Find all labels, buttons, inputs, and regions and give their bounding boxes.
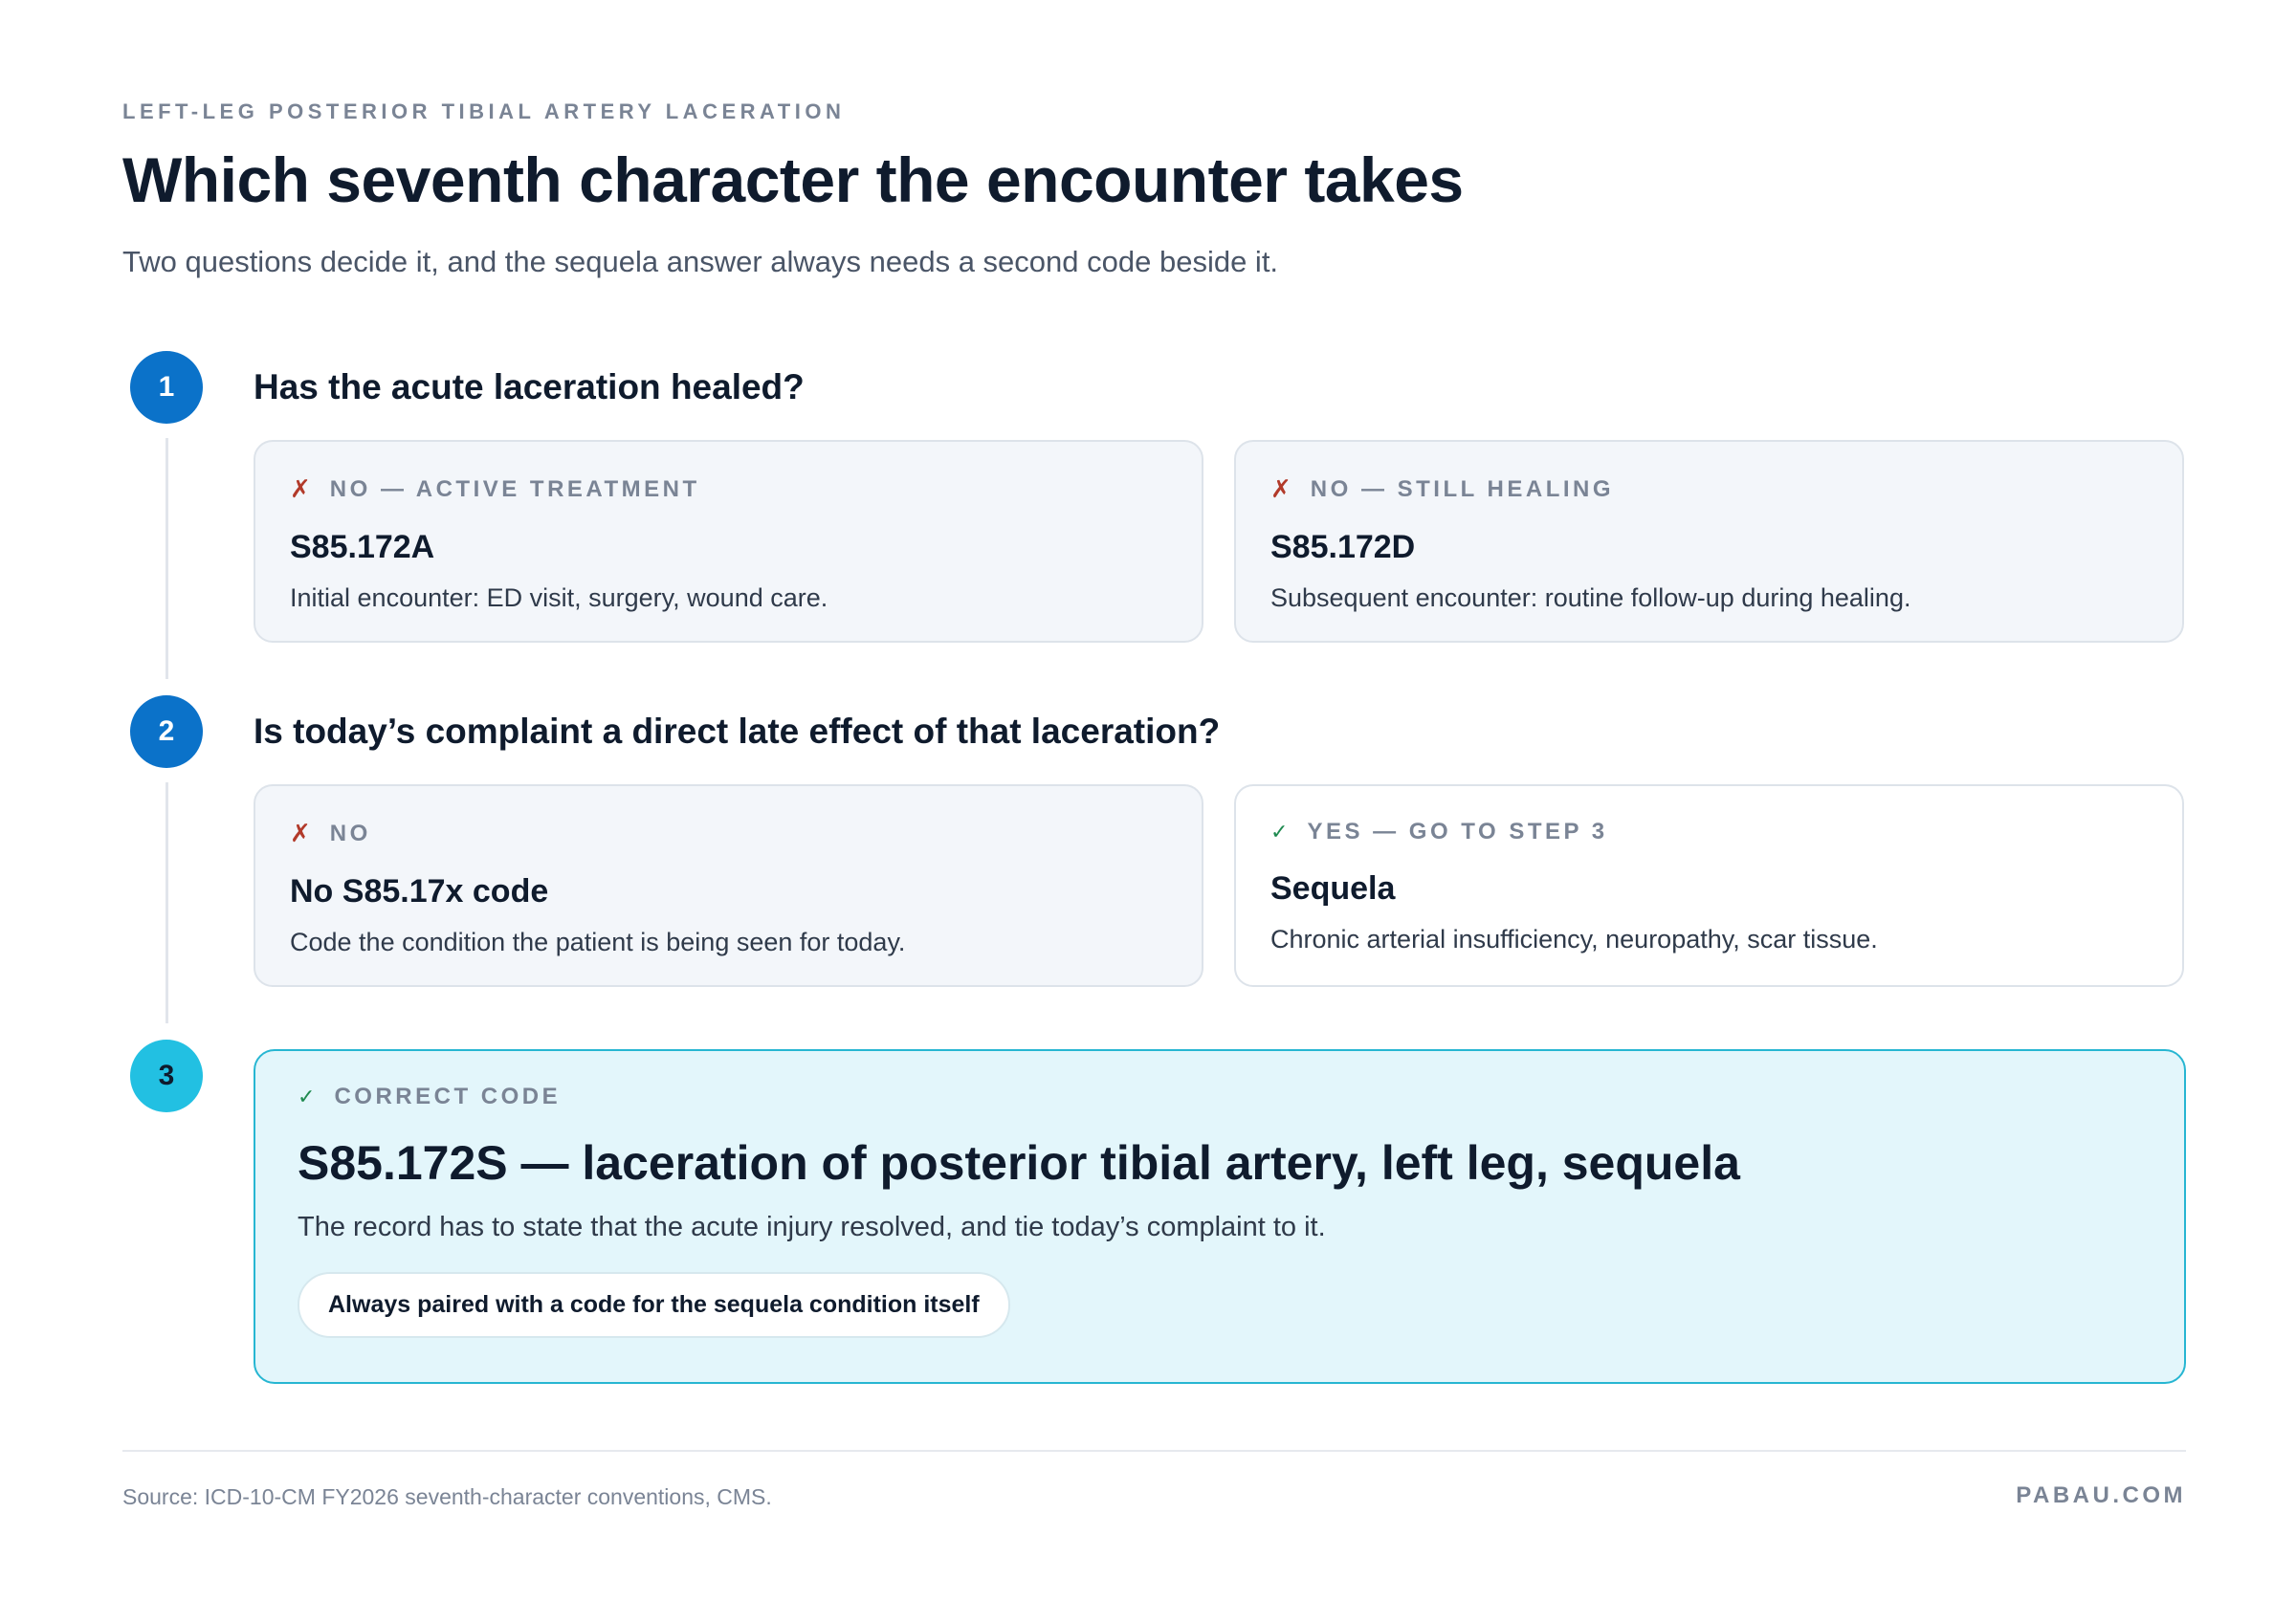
check-icon: ✓ xyxy=(298,1085,316,1108)
footer-divider xyxy=(122,1450,2186,1452)
step-1-badge: 1 xyxy=(130,351,203,424)
step-1-question: Has the acute laceration healed? xyxy=(254,367,805,406)
option-label-text: NO — ACTIVE TREATMENT xyxy=(329,475,700,502)
check-icon: ✓ xyxy=(1270,820,1289,844)
result-label: ✓ CORRECT CODE xyxy=(298,1084,2142,1110)
option-label: ✗ NO xyxy=(290,819,1167,848)
option-code: Sequela xyxy=(1270,870,1396,907)
step-connector-1 xyxy=(166,438,168,679)
eyebrow-label: LEFT-LEG POSTERIOR TIBIAL ARTERY LACERAT… xyxy=(122,99,846,123)
cross-icon: ✗ xyxy=(290,819,311,847)
cross-icon: ✗ xyxy=(1270,474,1292,503)
source-note: Source: ICD-10-CM FY2026 seventh-charact… xyxy=(122,1484,772,1509)
option-description: Subsequent encounter: routine follow-up … xyxy=(1270,583,1911,612)
cross-icon: ✗ xyxy=(290,474,311,503)
option-card-no: ✗ NO No S85.17x code Code the condition … xyxy=(254,784,1203,987)
option-card-sequela: ✓ YES — GO TO STEP 3 Sequela Chronic art… xyxy=(1234,784,2184,987)
result-code: S85.172S — laceration of posterior tibia… xyxy=(298,1136,1740,1190)
option-description: Chronic arterial insufficiency, neuropat… xyxy=(1270,925,1878,954)
step-2-badge: 2 xyxy=(130,695,203,768)
option-code: No S85.17x code xyxy=(290,873,549,910)
option-card-still-healing: ✗ NO — STILL HEALING S85.172D Subsequent… xyxy=(1234,440,2184,643)
result-description: The record has to state that the acute i… xyxy=(298,1212,1326,1242)
option-code: S85.172A xyxy=(290,529,435,565)
option-description: Code the condition the patient is being … xyxy=(290,928,906,956)
option-label-text: NO — STILL HEALING xyxy=(1310,475,1615,502)
page-subtitle: Two questions decide it, and the sequela… xyxy=(122,245,1279,278)
option-code: S85.172D xyxy=(1270,529,1416,565)
option-label: ✗ NO — ACTIVE TREATMENT xyxy=(290,474,1167,504)
pairing-note-pill: Always paired with a code for the sequel… xyxy=(298,1272,1010,1338)
result-label-text: CORRECT CODE xyxy=(334,1084,562,1109)
result-card: ✓ CORRECT CODE S85.172S — laceration of … xyxy=(254,1049,2186,1384)
option-description: Initial encounter: ED visit, surgery, wo… xyxy=(290,583,828,612)
step-connector-2 xyxy=(166,782,168,1023)
brand-mark: PABAU.COM xyxy=(2016,1482,2186,1508)
page-title: Which seventh character the encounter ta… xyxy=(122,144,1464,215)
step-2-question: Is today’s complaint a direct late effec… xyxy=(254,712,1221,751)
option-label-text: NO xyxy=(329,820,371,846)
option-label: ✗ NO — STILL HEALING xyxy=(1270,474,2148,504)
option-card-active-treatment: ✗ NO — ACTIVE TREATMENT S85.172A Initial… xyxy=(254,440,1203,643)
option-label-text: YES — GO TO STEP 3 xyxy=(1307,819,1608,844)
option-label: ✓ YES — GO TO STEP 3 xyxy=(1270,819,2148,845)
step-3-badge: 3 xyxy=(130,1040,203,1112)
